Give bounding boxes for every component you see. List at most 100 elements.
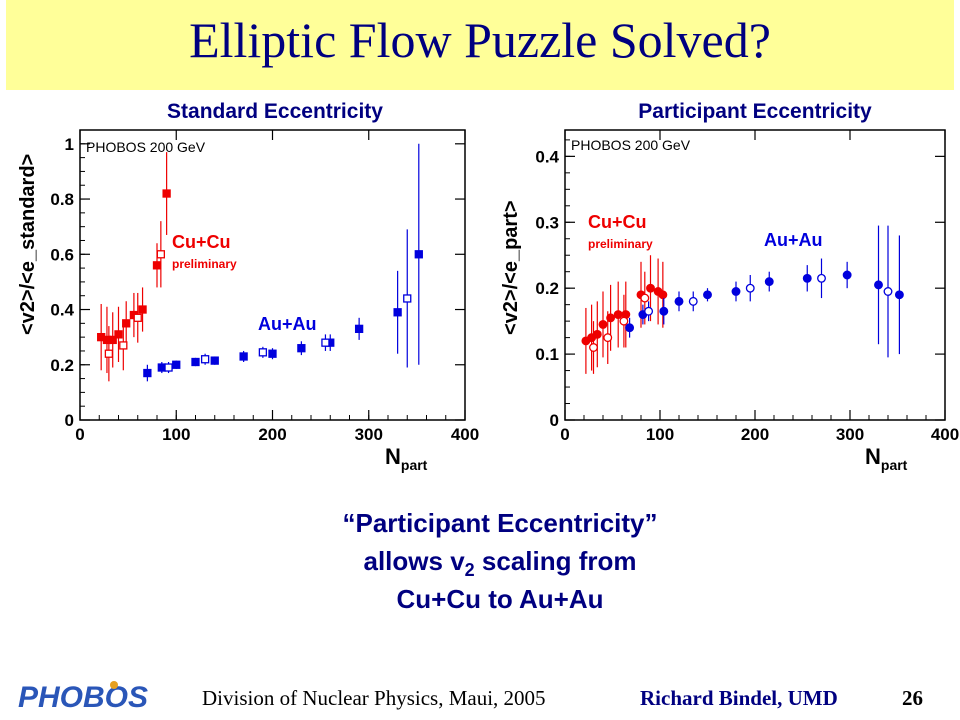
- right-cu-point: [646, 283, 655, 293]
- left-x-axis-label-sub: part: [401, 457, 428, 473]
- left-cu-point: [152, 261, 162, 270]
- right-au-point: [874, 280, 883, 290]
- right-cu-point: [598, 319, 608, 329]
- left-cu-series-label: Cu+Cu: [172, 232, 231, 252]
- logo-star-icon: [110, 681, 118, 689]
- left-au-point: [143, 368, 152, 378]
- right-cu-point: [606, 313, 616, 323]
- phobos-logo-text: PHOBOS: [18, 681, 148, 714]
- left-series-cu: Cu+Cu preliminary: [97, 152, 237, 382]
- footer-conference: Division of Nuclear Physics, Maui, 2005: [202, 686, 546, 710]
- left-au-point: [210, 356, 219, 365]
- right-au-point: [802, 273, 812, 283]
- left-cu-point: [138, 305, 147, 314]
- right-experiment-label: PHOBOS 200 GeV: [571, 137, 691, 153]
- left-au-point: [268, 349, 277, 358]
- right-cu-point: [592, 329, 602, 339]
- right-x-axis-label: Npart: [865, 444, 908, 473]
- right-au-point: [688, 296, 698, 306]
- left-x-axis-label-main: N: [385, 444, 401, 469]
- right-cu-point: [619, 316, 629, 326]
- left-y-axis-label: <v2>/<e_standard>: [17, 154, 39, 335]
- right-x-tick-label: 200: [741, 425, 769, 444]
- left-au-point: [414, 250, 423, 259]
- caption-line-2-pre: allows v: [363, 546, 465, 576]
- right-au-point: [745, 283, 755, 293]
- right-x-tick-label: 400: [931, 425, 959, 444]
- left-x-tick-label: 100: [162, 425, 190, 444]
- right-cu-point: [603, 333, 613, 343]
- left-au-point: [393, 308, 402, 317]
- right-cu-point: [589, 343, 598, 352]
- footer-author: Richard Bindel, UMD: [640, 686, 838, 710]
- left-x-tick-label: 300: [355, 425, 383, 444]
- left-series-au: Au+Au: [143, 143, 423, 382]
- left-au-point: [200, 355, 210, 364]
- right-au-point: [817, 273, 826, 283]
- left-chart: 0 100 200 300 400 0 0.2 0.4 0.6 0.8 1 Npart <v2>/<e_…: [17, 129, 479, 473]
- slide-title: Elliptic Flow Puzzle Solved?: [189, 12, 771, 68]
- left-x-tick-label: 200: [258, 425, 286, 444]
- right-au-point: [644, 306, 654, 316]
- page-number: 26: [902, 686, 923, 710]
- title-bar: Elliptic Flow Puzzle Solved?: [6, 0, 954, 90]
- right-au-point: [625, 323, 635, 333]
- left-y-tick-label: 0: [65, 411, 74, 430]
- left-au-point: [321, 338, 330, 347]
- right-chart-title: Participant Eccentricity: [638, 100, 872, 123]
- right-cu-series-sublabel: preliminary: [588, 237, 653, 251]
- right-series-cu: Cu+Cu preliminary: [581, 212, 668, 374]
- left-au-point: [164, 363, 173, 372]
- left-y-tick-label: 0.4: [50, 301, 74, 320]
- right-cu-point: [613, 310, 623, 319]
- left-x-axis-label: Npart: [385, 444, 428, 473]
- right-au-point: [659, 306, 669, 316]
- left-x-tick-label: 400: [451, 425, 479, 444]
- right-cu-point: [640, 293, 650, 303]
- right-cu-point: [658, 290, 668, 300]
- left-au-point: [172, 360, 181, 369]
- caption-line-2: allows v2 scaling from: [250, 546, 750, 581]
- right-y-tick-label: 0.4: [535, 147, 559, 166]
- left-y-tick-label: 0.6: [50, 245, 74, 264]
- right-au-point: [674, 296, 684, 306]
- left-au-point: [354, 324, 364, 334]
- caption-line-1: “Participant Eccentricity”: [342, 508, 658, 538]
- right-au-point: [842, 270, 852, 280]
- right-y-tick-label: 0: [550, 411, 559, 430]
- left-chart-title: Standard Eccentricity: [167, 100, 383, 123]
- right-au-point: [703, 290, 712, 300]
- left-au-point: [297, 344, 306, 353]
- left-au-point: [258, 348, 268, 357]
- left-cu-point: [162, 189, 171, 198]
- right-au-point: [894, 290, 904, 300]
- left-cu-point: [122, 319, 131, 328]
- left-cu-point: [119, 341, 128, 350]
- caption-line-2-post: scaling from: [474, 546, 637, 576]
- right-series-au: Au+Au: [625, 225, 904, 358]
- right-au-point: [764, 277, 774, 287]
- right-au-point: [731, 287, 741, 296]
- right-y-tick-label: 0.2: [535, 279, 559, 298]
- right-x-tick-label: 100: [646, 425, 674, 444]
- left-cu-point: [104, 349, 114, 358]
- left-x-tick-label: 0: [75, 425, 84, 444]
- left-au-point: [157, 363, 166, 372]
- right-chart: 0 100 200 300 400 0 0.1 0.2 0.3 0.4 Npart <v2>/<e_p…: [500, 129, 959, 473]
- left-y-tick-label: 1: [65, 135, 74, 154]
- caption-line-3: Cu+Cu to Au+Au: [396, 584, 604, 614]
- left-au-point: [191, 357, 200, 367]
- left-y-tick-label: 0.2: [50, 356, 74, 375]
- right-au-series-label: Au+Au: [764, 230, 823, 250]
- right-x-tick-label: 300: [836, 425, 864, 444]
- right-y-axis-label: <v2>/<e_part>: [500, 200, 522, 335]
- right-x-tick-label: 0: [560, 425, 569, 444]
- left-au-point: [403, 294, 412, 303]
- left-cu-point: [114, 330, 123, 339]
- left-cu-point: [133, 313, 142, 322]
- left-cu-point: [156, 250, 166, 259]
- left-y-tick-label: 0.8: [50, 190, 74, 209]
- phobos-logo: PHOBOS: [18, 681, 148, 714]
- right-x-axis-label-sub: part: [881, 457, 908, 473]
